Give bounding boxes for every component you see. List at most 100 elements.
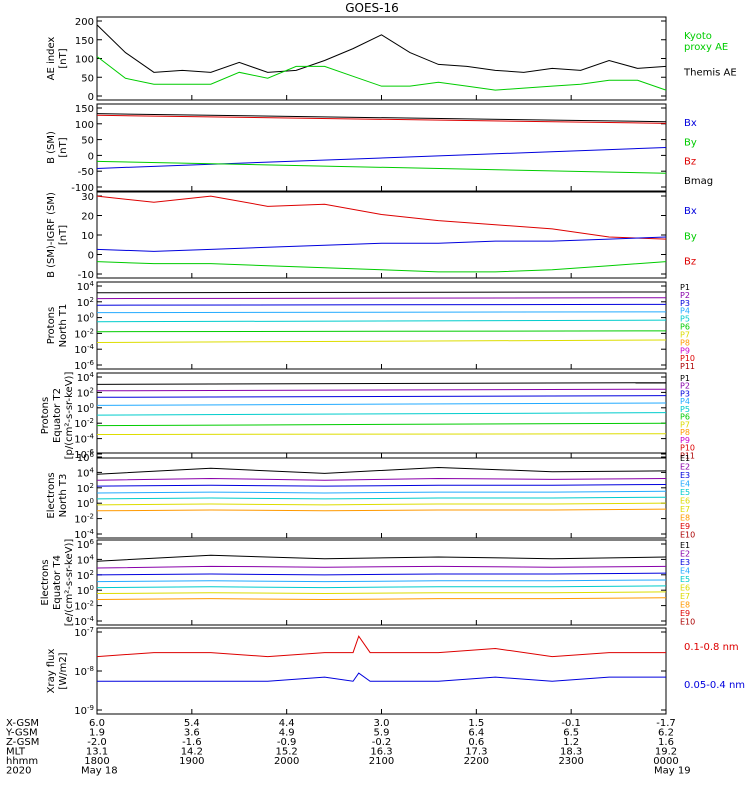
legend-entry: P7: [680, 420, 690, 429]
y-tick-label: -50: [78, 167, 94, 178]
legend-entry: Themis AE: [683, 68, 737, 79]
y-axis-label: B (SM): [46, 131, 57, 164]
y-tick-label: 102: [77, 569, 94, 582]
y-tick-label: -10: [78, 270, 94, 281]
legend-entry: P4: [680, 397, 690, 406]
legend-entry: P8: [680, 338, 690, 347]
y-axis-label: Equator T4: [52, 555, 63, 610]
panel-frame: [96, 372, 667, 459]
legend-entry: P3: [680, 389, 690, 398]
legend-entry: By: [684, 137, 697, 148]
y-tick-label: 102: [77, 296, 94, 309]
series-line-E6: [96, 502, 667, 506]
y-tick-label: 0: [88, 251, 94, 262]
series-line-Bx: [96, 147, 667, 169]
panel-frame: [96, 191, 667, 279]
series-line-Bz: [96, 114, 667, 124]
panel-frame: [96, 16, 667, 101]
series-line-P2: [96, 297, 667, 300]
y-tick-label: 150: [75, 104, 94, 115]
legend-entry: E7: [680, 592, 690, 601]
legend-entry: P9: [680, 346, 690, 355]
legend-entry: P5: [680, 405, 690, 414]
y-tick-label: 100: [75, 55, 94, 66]
series-line-0.1-0.8 nm: [96, 635, 666, 658]
legend-entry: E8: [680, 601, 690, 610]
legend-entry: P7: [680, 330, 690, 339]
y-tick-label: 30: [81, 192, 94, 203]
panel-bd: 30 20 10 0 -10 B (SM)-IGRF (SM) [nT] Bx By Bz: [46, 191, 697, 281]
y-tick-label: 10-4: [74, 343, 94, 356]
legend-entry: E10: [680, 618, 695, 627]
footer-value: -1.7: [656, 718, 676, 729]
panel-b: 150 100 50 0 -50 -100 B (SM) [nT] Bx By Bz Bmag: [46, 103, 713, 194]
chart-title: GOES-16: [345, 1, 399, 15]
legend-entry: E4: [680, 567, 690, 576]
legend-entry: E3: [680, 558, 690, 567]
legend-entry: E10: [680, 531, 695, 540]
series-line-E5: [96, 496, 667, 500]
footer-value: -0.9: [277, 737, 297, 748]
series-line-P6: [96, 422, 667, 427]
y-axis-label: Xray flux: [46, 649, 57, 694]
panel-frame: [96, 627, 667, 715]
legend: Bx By Bz: [684, 206, 697, 268]
y-tick-label: 10-4: [74, 433, 94, 446]
series-line-P5: [96, 412, 667, 416]
footer-value: 3.0: [374, 718, 390, 729]
y-tick-label: 102: [77, 482, 94, 495]
y-tick-label: 106: [77, 538, 95, 551]
footer-value: 5.4: [184, 718, 200, 729]
footer-value: 15.2: [276, 747, 298, 758]
series-line-0.05-0.4 nm: [97, 672, 666, 682]
series-line-P6: [96, 330, 667, 333]
footer-row-label: X-GSM: [6, 718, 39, 729]
panel-xr: 10-7 10-8 10-9 Xray flux [W/m2] 0.1-0.8 nm 0.0…: [46, 626, 745, 717]
y-axis-label: [W/m2]: [58, 652, 69, 689]
series-line-E2: [96, 565, 667, 569]
y-tick-label: 10-9: [74, 704, 94, 717]
y-tick-label: 104: [77, 371, 95, 384]
series-line-E3: [96, 483, 667, 487]
legend-entry: P11: [680, 362, 695, 371]
legend-entry: E5: [680, 575, 690, 584]
series-line-P7: [96, 339, 667, 343]
footer-value: 6.2: [658, 728, 674, 739]
y-tick-label: 102: [77, 386, 94, 399]
series-line-E3: [96, 572, 667, 576]
legend-entry: E6: [680, 584, 690, 593]
y-tick-label: 0: [88, 92, 94, 103]
series-line-Themis AE: [96, 24, 667, 73]
footer-row-label: Z-GSM: [6, 737, 39, 748]
y-axis-label: North T1: [58, 304, 69, 348]
y-tick-label: 100: [75, 120, 94, 131]
y-tick-label: 104: [77, 553, 95, 566]
legend-entry: P11: [680, 451, 695, 460]
series-line-E5: [96, 585, 667, 589]
footer-value: 1.6: [658, 737, 674, 748]
y-tick-label: 0: [88, 151, 94, 162]
y-tick-label: 100: [77, 497, 94, 510]
y-tick-label: 10-2: [74, 417, 94, 430]
panel-frame: [96, 103, 667, 192]
legend-entry: P10: [680, 354, 695, 363]
series-line-P1: [96, 291, 667, 294]
y-axis-label: B (SM)-IGRF (SM): [46, 192, 57, 278]
series-line-By: [96, 160, 667, 174]
footer-value: 5.9: [374, 728, 390, 739]
legend-entry: Bx: [684, 118, 697, 129]
y-tick-label: 100: [77, 402, 94, 415]
footer-ephemeris: X-GSM 6.0 5.4 4.4 3.0 1.5 -0.1 -1.7 Y-GSM 1.9 3.6 4…: [5, 718, 691, 777]
legend-entry: Bz: [684, 257, 696, 268]
footer-value: 0.6: [468, 737, 484, 748]
series-line-E4: [96, 579, 667, 583]
legend: 0.1-0.8 nm 0.05-0.4 nm: [684, 642, 745, 691]
footer-value: 2300: [558, 756, 583, 767]
footer-value: 13.1: [86, 747, 108, 758]
y-axis-label: [nT]: [58, 137, 69, 157]
series-line-Bmag: [96, 113, 667, 123]
